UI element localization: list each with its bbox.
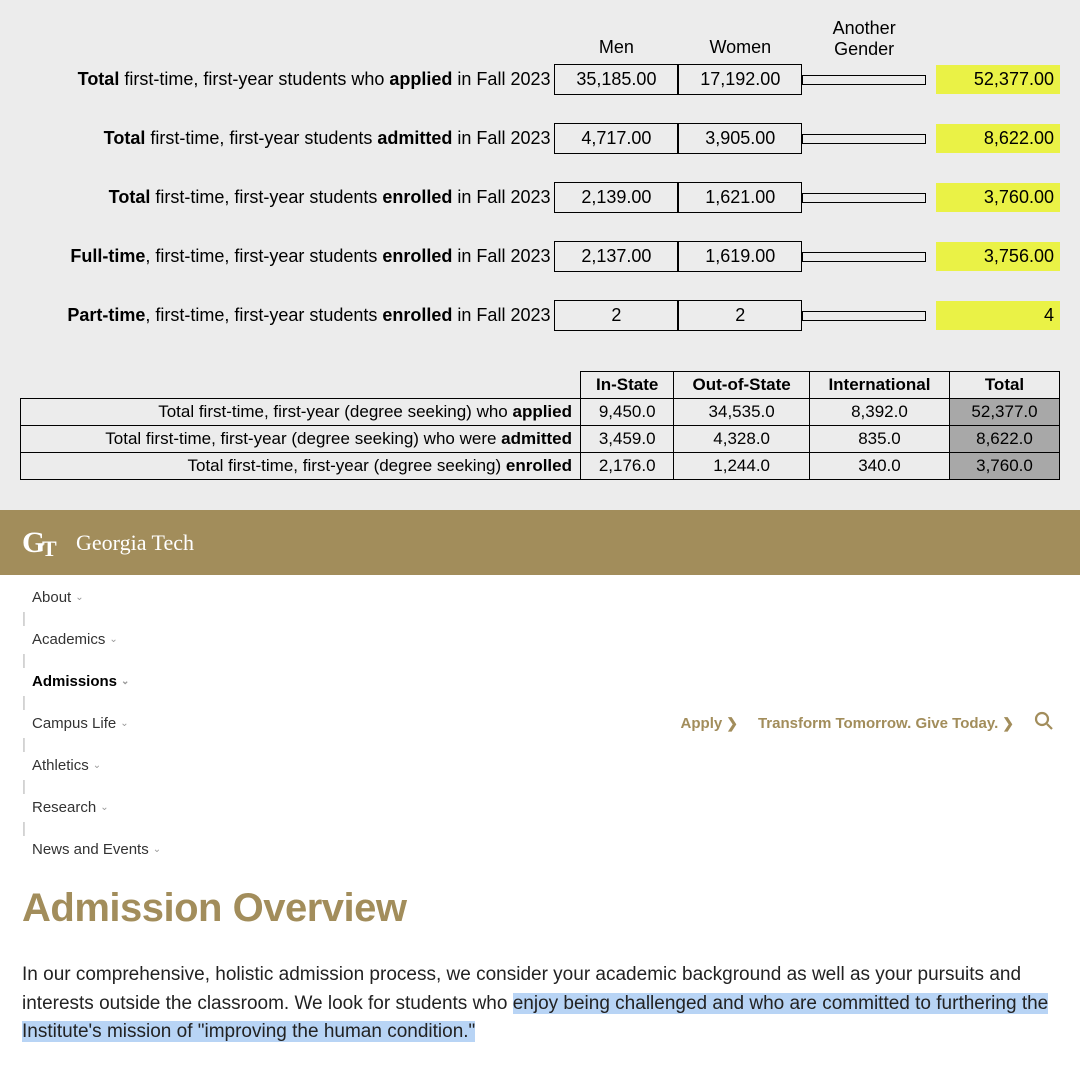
cell-another: [802, 193, 926, 203]
apply-link[interactable]: Apply❯: [671, 711, 748, 736]
gt-name: Georgia Tech: [76, 530, 194, 556]
row-label: Total first-time, first-year students ad…: [20, 128, 554, 149]
nav-separator: |: [22, 694, 26, 711]
give-link[interactable]: Transform Tomorrow. Give Today.❯: [748, 711, 1024, 736]
cell-intl: 340.0: [809, 453, 949, 480]
table-row: Total first-time, first-year (degree see…: [21, 426, 1060, 453]
table-row: Part-time, first-time, first-year studen…: [20, 300, 1060, 331]
cell-total: 8,622.00: [936, 124, 1060, 153]
cell-another: [802, 134, 926, 144]
cell-men: 2,139.00: [554, 182, 678, 213]
gt-mark-icon: G T: [22, 526, 66, 560]
gender-breakdown-table: Men Women Another Gender Total first-tim…: [0, 0, 1080, 371]
cell-men: 2,137.00: [554, 241, 678, 272]
cell-instate: 9,450.0: [581, 399, 674, 426]
cell-women: 2: [678, 300, 802, 331]
cell-total: 52,377.00: [936, 65, 1060, 94]
cell-outstate: 1,244.0: [674, 453, 810, 480]
nav-item-admissions[interactable]: Admissions ⌄: [22, 669, 171, 694]
residency-table-headers: In-State Out-of-State International Tota…: [21, 372, 1060, 399]
main-nav: About ⌄|Academics ⌄|Admissions ⌄|Campus …: [0, 575, 1080, 872]
nav-item-athletics[interactable]: Athletics ⌄: [22, 753, 171, 778]
cell-women: 1,621.00: [678, 182, 802, 213]
nav-item-academics[interactable]: Academics ⌄: [22, 627, 171, 652]
nav-item-about[interactable]: About ⌄: [22, 585, 171, 610]
col-header-instate: In-State: [581, 372, 674, 399]
col-header-men: Men: [554, 14, 678, 64]
cell-another: [802, 311, 926, 321]
search-icon[interactable]: [1024, 711, 1058, 737]
gt-logo[interactable]: G T Georgia Tech: [22, 526, 194, 560]
chevron-down-icon: ⌄: [93, 760, 101, 771]
residency-breakdown-table: In-State Out-of-State International Tota…: [0, 371, 1080, 510]
cell-men: 35,185.00: [554, 64, 678, 95]
cell-total: 3,760.0: [950, 453, 1060, 480]
chevron-down-icon: ⌄: [75, 592, 83, 603]
chevron-down-icon: ⌄: [153, 844, 161, 855]
table-row: Total first-time, first-year (degree see…: [21, 453, 1060, 480]
page-title: Admission Overview: [22, 886, 1058, 931]
cell-outstate: 34,535.0: [674, 399, 810, 426]
table-row: Total first-time, first-year students ad…: [20, 123, 1060, 154]
nav-separator: |: [22, 736, 26, 753]
chevron-down-icon: ⌄: [121, 676, 129, 687]
col-header-total: Total: [950, 372, 1060, 399]
cell-men: 4,717.00: [554, 123, 678, 154]
cell-instate: 3,459.0: [581, 426, 674, 453]
gender-table-headers: Men Women Another Gender: [20, 14, 1060, 64]
cell-men: 2: [554, 300, 678, 331]
cell-total: 3,756.00: [936, 242, 1060, 271]
svg-text:T: T: [42, 536, 57, 560]
page-content: Admission Overview In our comprehensive,…: [0, 872, 1080, 1077]
cell-women: 17,192.00: [678, 64, 802, 95]
col-header-another: Another Gender: [802, 14, 926, 64]
col-header-women: Women: [678, 14, 802, 64]
row-label: Total first-time, first-year students en…: [20, 187, 554, 208]
cell-total: 8,622.0: [950, 426, 1060, 453]
cell-instate: 2,176.0: [581, 453, 674, 480]
nav-separator: |: [22, 820, 26, 837]
arrow-icon: ❯: [1002, 715, 1014, 732]
nav-item-campus-life[interactable]: Campus Life ⌄: [22, 711, 171, 736]
admission-overview-text: In our comprehensive, holistic admission…: [22, 961, 1058, 1047]
gt-header-bar: G T Georgia Tech: [0, 510, 1080, 575]
arrow-icon: ❯: [726, 715, 738, 732]
cell-total: 52,377.0: [950, 399, 1060, 426]
row-label: Full-time, first-time, first-year studen…: [20, 246, 554, 267]
cell-intl: 8,392.0: [809, 399, 949, 426]
cell-outstate: 4,328.0: [674, 426, 810, 453]
row-label: Part-time, first-time, first-year studen…: [20, 305, 554, 326]
cell-another: [802, 252, 926, 262]
cell-women: 1,619.00: [678, 241, 802, 272]
chevron-down-icon: ⌄: [100, 802, 108, 813]
row-label: Total first-time, first-year students wh…: [20, 69, 554, 90]
col-header-intl: International: [809, 372, 949, 399]
cell-intl: 835.0: [809, 426, 949, 453]
cell-total: 3,760.00: [936, 183, 1060, 212]
row-label: Total first-time, first-year (degree see…: [21, 426, 581, 453]
table-row: Total first-time, first-year students wh…: [20, 64, 1060, 95]
nav-separator: |: [22, 610, 26, 627]
cell-total: 4: [936, 301, 1060, 330]
table-row: Total first-time, first-year students en…: [20, 182, 1060, 213]
row-label: Total first-time, first-year (degree see…: [21, 399, 581, 426]
table-row: Full-time, first-time, first-year studen…: [20, 241, 1060, 272]
nav-item-research[interactable]: Research ⌄: [22, 795, 171, 820]
cell-women: 3,905.00: [678, 123, 802, 154]
chevron-down-icon: ⌄: [120, 718, 128, 729]
col-header-outstate: Out-of-State: [674, 372, 810, 399]
nav-separator: |: [22, 652, 26, 669]
chevron-down-icon: ⌄: [109, 634, 117, 645]
row-label: Total first-time, first-year (degree see…: [21, 453, 581, 480]
table-row: Total first-time, first-year (degree see…: [21, 399, 1060, 426]
nav-separator: |: [22, 778, 26, 795]
nav-item-news-and-events[interactable]: News and Events ⌄: [22, 837, 171, 862]
cell-another: [802, 75, 926, 85]
